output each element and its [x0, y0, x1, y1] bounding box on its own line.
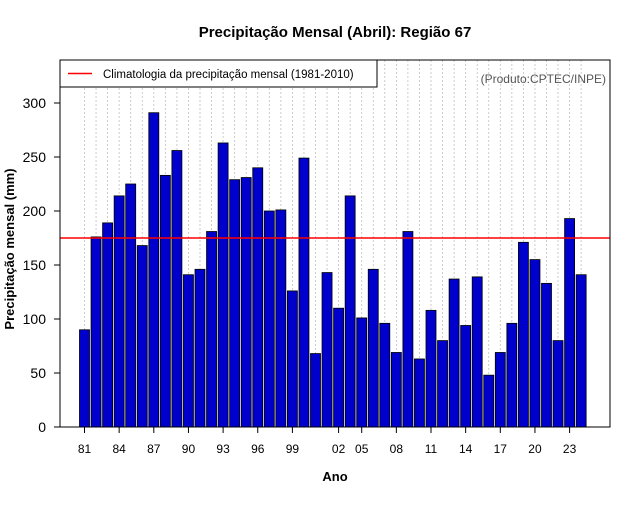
y-tick-label: 200: [23, 203, 47, 219]
bar-18: [506, 322, 518, 428]
bar-97: [263, 210, 275, 428]
bar-86: [136, 245, 148, 428]
bar-91: [194, 268, 206, 428]
bar-17: [494, 352, 506, 428]
y-tick-label: 0: [38, 419, 46, 435]
x-tick-label: 20: [528, 442, 542, 456]
bar-93: [217, 142, 229, 428]
x-tick-label: 11: [425, 442, 438, 456]
bar-01: [310, 353, 321, 428]
bar-10: [414, 358, 425, 428]
chart-title: Precipitação Mensal (Abril): Região 67: [199, 24, 472, 41]
bar-12: [437, 340, 448, 428]
bar-89: [171, 150, 183, 428]
bar-84: [113, 195, 125, 428]
bar-02: [321, 272, 333, 428]
bar-19: [518, 241, 529, 428]
bar-87: [148, 112, 160, 428]
x-axis: 81 84 87 90 93 96 99 02 05 08 11 14 17 20 23: [78, 427, 577, 456]
x-tick-label: 93: [216, 442, 230, 456]
bar-15: [471, 276, 483, 428]
bar-88: [159, 174, 171, 428]
legend: Climatologia da precipitação mensal (198…: [59, 59, 378, 88]
bar-04: [344, 195, 356, 428]
bar-03: [333, 307, 345, 428]
x-tick-label: 14: [459, 442, 473, 456]
y-tick-label: 150: [23, 257, 47, 273]
y-axis: 0 50 100 150 200 250 300: [23, 95, 61, 435]
x-tick-label: 96: [251, 442, 265, 456]
bar-90: [183, 274, 194, 428]
bars-layer: [79, 112, 587, 428]
bar-06: [367, 268, 379, 428]
x-tick-label: 87: [147, 442, 161, 456]
x-tick-label: 84: [112, 442, 126, 456]
x-tick-label: 17: [494, 442, 508, 456]
bar-95: [240, 177, 252, 428]
bar-14: [460, 325, 472, 428]
x-tick-label: 23: [563, 442, 577, 456]
y-tick-label: 300: [23, 95, 47, 111]
bar-21: [541, 282, 552, 428]
bar-94: [229, 179, 241, 428]
bar-24: [575, 274, 587, 428]
x-tick-label: 90: [182, 442, 196, 456]
bar-98: [275, 209, 287, 428]
bar-09: [402, 231, 414, 428]
bar-20: [529, 259, 541, 428]
x-axis-label: Ano: [322, 469, 347, 484]
bar-22: [552, 340, 564, 428]
legend-box: [59, 59, 378, 88]
bar-08: [390, 352, 402, 428]
bar-83: [102, 222, 113, 428]
y-tick-label: 250: [23, 149, 47, 165]
bar-99: [286, 290, 298, 428]
bar-92: [206, 231, 217, 428]
bar-11: [425, 309, 437, 428]
bar-00: [298, 157, 310, 428]
bar-05: [356, 317, 368, 428]
bar-23: [564, 218, 575, 428]
bar-16: [483, 374, 495, 428]
x-tick-label: 05: [355, 442, 369, 456]
bar-81: [79, 329, 90, 428]
y-tick-label: 50: [30, 365, 46, 381]
legend-label: Climatologia da precipitação mensal (198…: [103, 69, 354, 81]
x-tick-label: 99: [286, 442, 300, 456]
bar-85: [125, 183, 137, 428]
bar-82: [90, 236, 102, 428]
bar-07: [379, 322, 391, 428]
bar-96: [252, 167, 264, 428]
source-note: (Produto:CPTEC/INPE): [481, 72, 606, 86]
y-tick-label: 100: [23, 311, 47, 327]
x-tick-label: 81: [78, 442, 92, 456]
x-tick-label: 02: [332, 442, 346, 456]
y-axis-label: Precipitação mensal (mm): [2, 168, 17, 329]
bar-13: [448, 278, 460, 428]
x-tick-label: 08: [390, 442, 404, 456]
